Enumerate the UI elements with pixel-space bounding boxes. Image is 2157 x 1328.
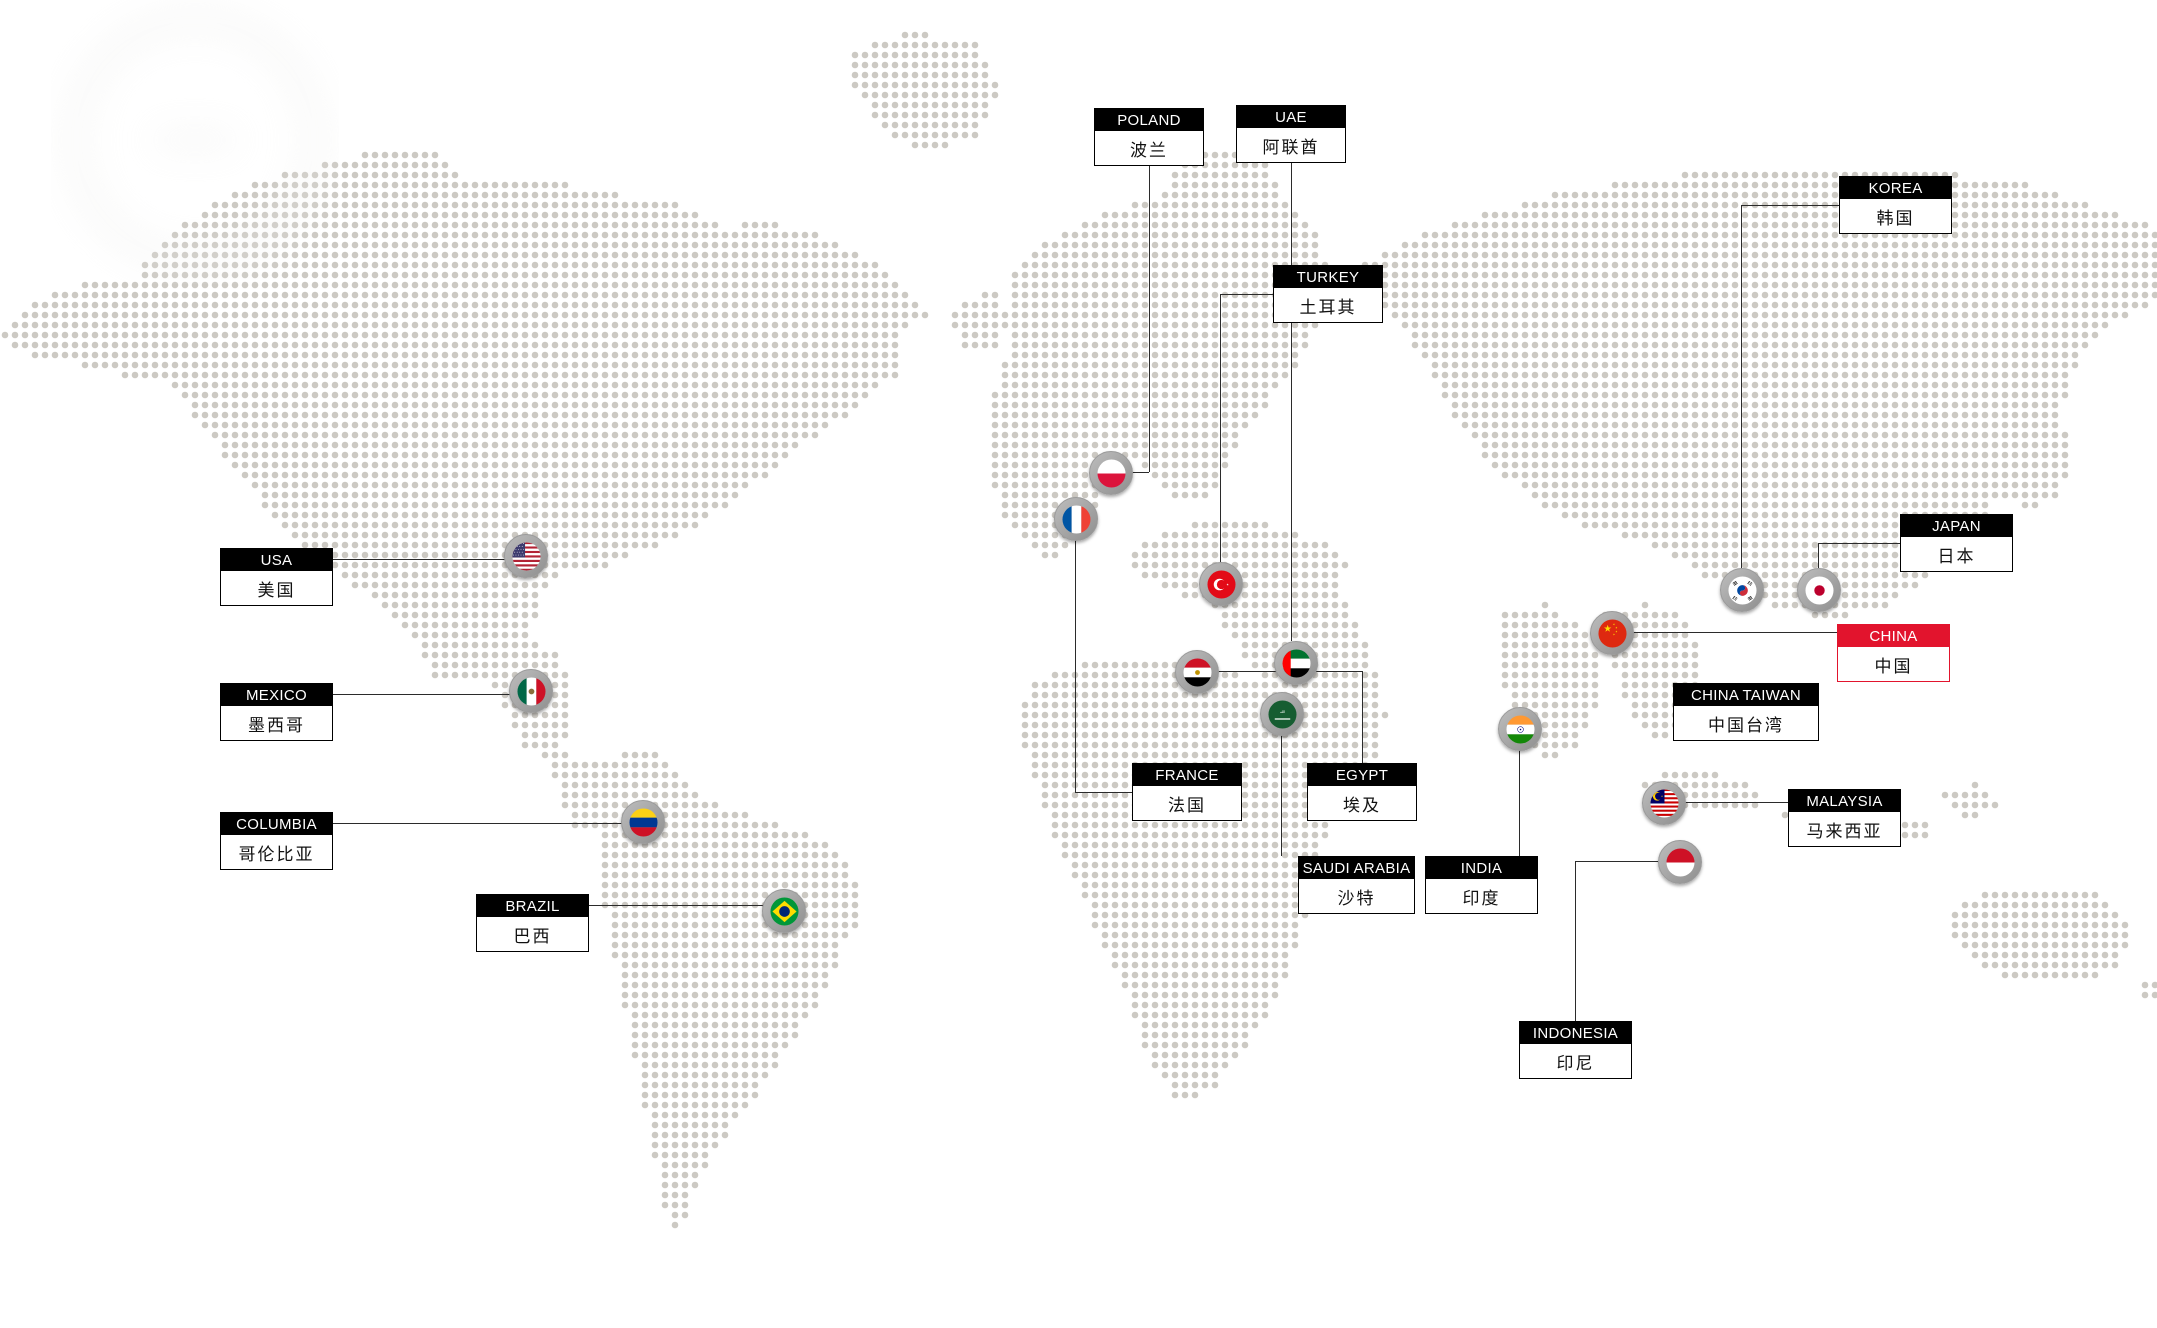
svg-text:الله: الله bbox=[1280, 710, 1285, 714]
